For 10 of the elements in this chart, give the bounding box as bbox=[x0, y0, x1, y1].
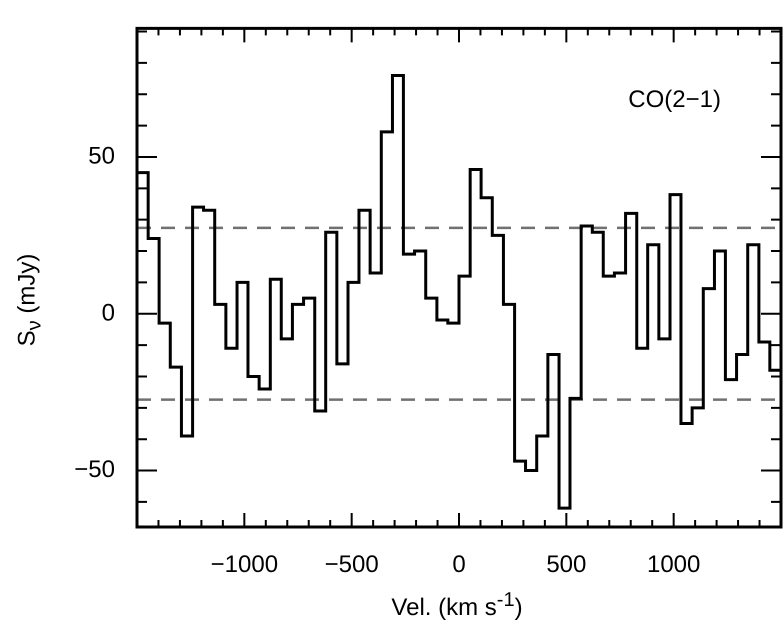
y-tick-label: 50 bbox=[88, 142, 115, 170]
y-tick-label: 0 bbox=[102, 299, 115, 326]
x-tick-label: 1000 bbox=[646, 551, 700, 578]
annotation: CO(2−1) bbox=[628, 86, 721, 114]
x-tick-label: 0 bbox=[452, 551, 466, 578]
x-tick-label: −1000 bbox=[210, 551, 278, 578]
x-axis-title: Vel. (km s$^{-1}$) bbox=[391, 589, 523, 621]
x-tick-label: −500 bbox=[324, 551, 379, 578]
y-tick-label: −50 bbox=[74, 456, 115, 484]
x-tick-label: 500 bbox=[546, 551, 586, 578]
